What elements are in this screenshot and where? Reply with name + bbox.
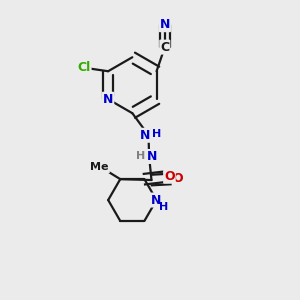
- Text: Me: Me: [90, 162, 109, 172]
- Text: H: H: [136, 152, 146, 161]
- Text: Cl: Cl: [77, 61, 91, 74]
- Text: N: N: [103, 93, 113, 106]
- Text: H: H: [152, 129, 161, 139]
- Text: N: N: [160, 18, 170, 31]
- Text: H: H: [159, 202, 169, 212]
- Text: C: C: [160, 40, 170, 54]
- Text: O: O: [173, 172, 183, 185]
- Text: N: N: [147, 150, 157, 163]
- Text: O: O: [164, 170, 175, 183]
- Text: N: N: [151, 194, 162, 207]
- Text: N: N: [140, 129, 150, 142]
